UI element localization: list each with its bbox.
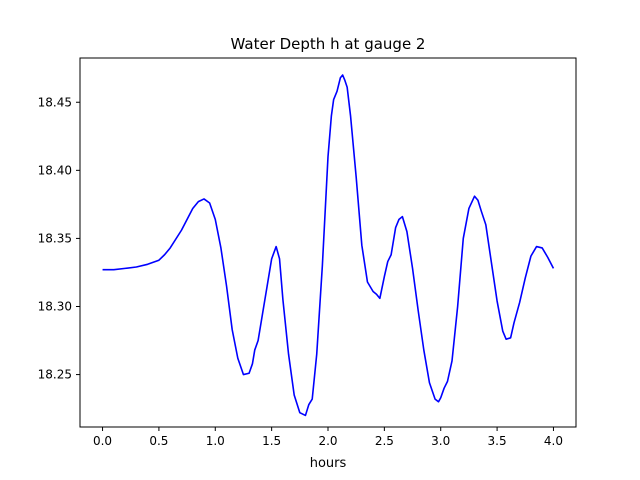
x-tick-label: 2.5 bbox=[375, 434, 394, 448]
chart-title: Water Depth h at gauge 2 bbox=[231, 35, 426, 53]
plot-area: 0.0 0.5 1.0 1.5 2.0 2.5 3.0 3.5 4.0 18.2518.3018… bbox=[38, 57, 577, 448]
x-tick-label: 3.5 bbox=[488, 434, 507, 448]
x-tick-label: 1.5 bbox=[262, 434, 281, 448]
x-tick-label: 1.0 bbox=[206, 434, 225, 448]
x-tick-label: 0.5 bbox=[149, 434, 168, 448]
plot-frame bbox=[79, 57, 577, 428]
y-tick-label: 18.45 bbox=[38, 95, 72, 109]
y-tick-label: 18.25 bbox=[38, 368, 72, 382]
y-tick-label: 18.35 bbox=[38, 231, 72, 245]
y-tick-label: 18.40 bbox=[38, 163, 72, 177]
y-tick-label: 18.30 bbox=[38, 299, 72, 313]
x-tick-label: 0.0 bbox=[93, 434, 112, 448]
x-tick-label: 3.0 bbox=[431, 434, 450, 448]
x-tick-label: 4.0 bbox=[544, 434, 563, 448]
x-axis-label: hours bbox=[310, 456, 347, 471]
y-axis: 18.25 18.30 18.35 18.40 18.45 bbox=[38, 95, 80, 382]
x-axis: 0.0 0.5 1.0 1.5 2.0 2.5 3.0 3.5 4.0 bbox=[93, 427, 563, 448]
data-series-line bbox=[102, 74, 555, 417]
x-tick-label: 2.0 bbox=[318, 434, 337, 448]
